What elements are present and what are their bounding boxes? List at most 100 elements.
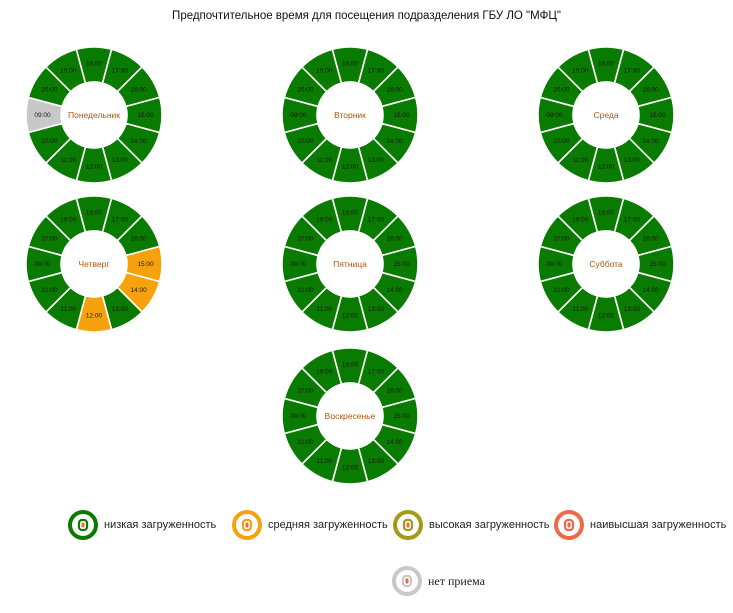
day-name-label: Понедельник — [68, 110, 120, 120]
hour-label: 15:00 — [649, 112, 666, 119]
hour-label: 16:00 — [386, 86, 403, 93]
hour-label: 09:00 — [290, 112, 307, 119]
day-wheel: 09:00 20:00 19:00 18:00 17:00 16:00 15:00 14:00… — [281, 195, 419, 333]
mfc-logo-icon — [393, 510, 423, 540]
hour-label: 11:00 — [572, 306, 588, 313]
hour-label: 16:00 — [386, 235, 403, 242]
hour-label: 12:00 — [598, 313, 615, 320]
hour-label: 14:00 — [130, 287, 147, 294]
hour-label: 17:00 — [368, 217, 385, 224]
legend-item-low: низкая загруженность — [68, 510, 216, 540]
day-name-label: Вторник — [334, 110, 366, 120]
mfc-logo-icon — [232, 510, 262, 540]
hour-label: 19:00 — [572, 68, 589, 75]
hour-label: 14:00 — [386, 439, 403, 446]
hour-label: 20:00 — [553, 86, 570, 93]
wheel-center — [318, 232, 382, 296]
hour-label: 11:00 — [316, 458, 332, 465]
hour-label: 15:00 — [649, 261, 666, 268]
wheel-center — [318, 83, 382, 147]
hour-segment — [27, 271, 72, 314]
hour-label: 09:00 — [546, 112, 563, 119]
day-name-label: Четверг — [79, 259, 110, 269]
day-wheel: 09:00 20:00 19:00 18:00 17:00 16:00 15:00 14:00… — [537, 195, 675, 333]
hour-label: 10:00 — [297, 138, 314, 145]
hour-label: 15:00 — [393, 413, 410, 420]
hour-label: 14:00 — [386, 287, 403, 294]
hour-label: 19:00 — [316, 68, 333, 75]
hour-label: 20:00 — [41, 86, 58, 93]
hour-label: 20:00 — [297, 235, 314, 242]
hour-label: 12:00 — [342, 164, 359, 171]
hour-label: 11:00 — [60, 306, 76, 313]
day-name-label: Пятница — [333, 259, 367, 269]
legend-item-medium: средняя загруженность — [232, 510, 388, 540]
hour-label: 09:00 — [34, 112, 51, 119]
hour-label: 18:00 — [342, 61, 359, 68]
hour-label: 12:00 — [342, 313, 359, 320]
hour-segment — [283, 122, 328, 165]
hour-label: 20:00 — [297, 387, 314, 394]
legend-label-highest: наивысшая загруженность — [590, 519, 727, 531]
hour-label: 11:00 — [60, 157, 76, 164]
day-wheel: 09:00 20:00 19:00 18:00 17:00 16:00 15:00 14:00… — [25, 195, 163, 333]
hour-label: 16:00 — [130, 86, 147, 93]
legend-item-closed: нет приема — [392, 566, 485, 596]
wheel-center — [62, 232, 126, 296]
hour-label: 09:00 — [34, 261, 51, 268]
hour-label: 19:00 — [572, 217, 589, 224]
day-wheel: 09:00 20:00 19:00 18:00 17:00 16:00 15:00 14:00… — [281, 347, 419, 485]
hour-label: 13:00 — [624, 157, 641, 164]
day-name-label: Воскресенье — [325, 411, 376, 421]
hour-label: 13:00 — [368, 458, 385, 465]
hour-label: 11:00 — [572, 157, 588, 164]
hour-label: 16:00 — [642, 86, 659, 93]
hour-label: 12:00 — [598, 164, 615, 171]
chart-title: Предпочтительное время для посещения под… — [172, 10, 561, 22]
hour-label: 19:00 — [60, 68, 77, 75]
hour-label: 12:00 — [86, 313, 103, 320]
legend-item-high: высокая загруженность — [393, 510, 550, 540]
hour-label: 09:00 — [290, 413, 307, 420]
hour-label: 14:00 — [642, 138, 659, 145]
wheel-center — [318, 384, 382, 448]
hour-label: 16:00 — [130, 235, 147, 242]
legend-label-high: высокая загруженность — [429, 519, 550, 531]
hour-label: 18:00 — [86, 210, 103, 217]
hour-label: 13:00 — [368, 306, 385, 313]
legend-item-highest: наивысшая загруженность — [554, 510, 727, 540]
hour-label: 10:00 — [41, 138, 58, 145]
day-name-label: Среда — [593, 110, 618, 120]
hour-label: 19:00 — [316, 217, 333, 224]
hour-label: 15:00 — [137, 112, 154, 119]
hour-label: 10:00 — [553, 287, 570, 294]
hour-label: 09:00 — [546, 261, 563, 268]
mfc-logo-icon — [554, 510, 584, 540]
hour-segment — [539, 122, 584, 165]
hour-label: 17:00 — [112, 217, 129, 224]
hour-label: 20:00 — [297, 86, 314, 93]
hour-label: 11:00 — [316, 306, 332, 313]
hour-label: 13:00 — [112, 157, 129, 164]
hour-label: 11:00 — [316, 157, 332, 164]
day-wheel: 09:00 20:00 19:00 18:00 17:00 16:00 15:00 14:00… — [281, 46, 419, 184]
hour-label: 17:00 — [368, 369, 385, 376]
hour-label: 14:00 — [642, 287, 659, 294]
hour-label: 10:00 — [553, 138, 570, 145]
hour-segment — [539, 271, 584, 314]
hour-label: 16:00 — [386, 387, 403, 394]
hour-label: 18:00 — [598, 61, 615, 68]
hour-segment — [283, 423, 328, 466]
hour-label: 15:00 — [393, 112, 410, 119]
day-wheel: 09:00 20:00 19:00 18:00 17:00 16:00 15:00 14:00… — [25, 46, 163, 184]
hour-label: 17:00 — [624, 68, 641, 75]
hour-label: 09:00 — [290, 261, 307, 268]
hour-label: 17:00 — [112, 68, 129, 75]
hour-label: 10:00 — [297, 439, 314, 446]
hour-label: 14:00 — [386, 138, 403, 145]
wheel-center — [62, 83, 126, 147]
hour-label: 15:00 — [393, 261, 410, 268]
hour-label: 19:00 — [60, 217, 77, 224]
hour-label: 16:00 — [642, 235, 659, 242]
hour-label: 20:00 — [553, 235, 570, 242]
